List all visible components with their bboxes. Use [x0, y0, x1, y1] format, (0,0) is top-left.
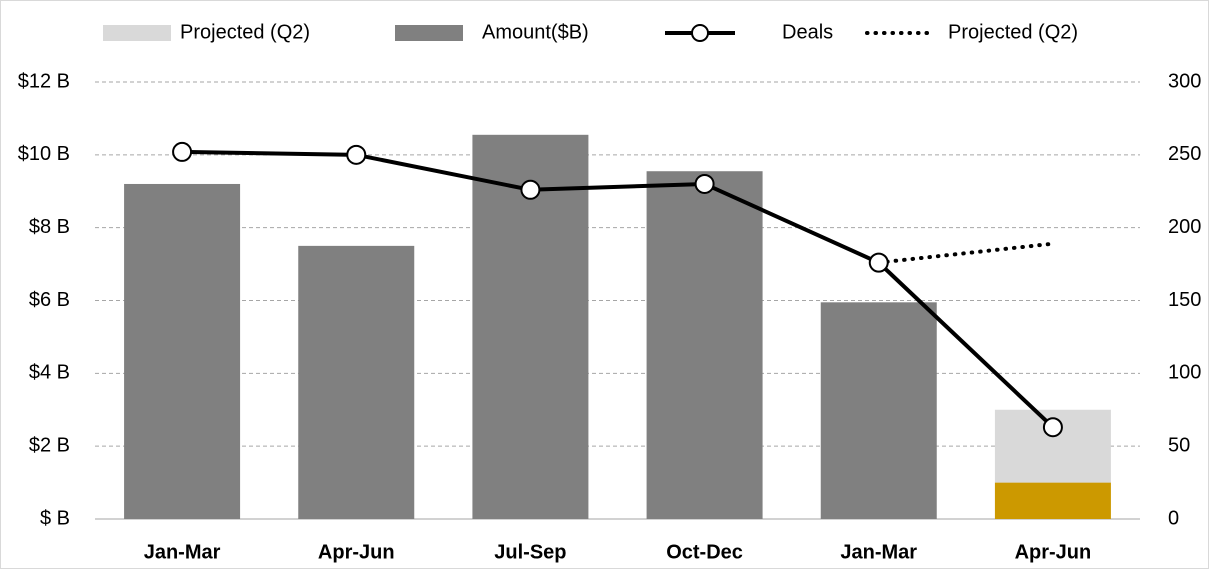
y-tick-label: $8 B [29, 216, 70, 238]
x-tick-label: Jul-Sep [494, 541, 566, 563]
legend-marker [691, 24, 709, 42]
legend-swatch [103, 25, 171, 41]
y-tick-label: $ B [40, 507, 70, 529]
x-tick-label: Jan-Mar [144, 541, 221, 563]
line-marker [346, 144, 367, 165]
y-tick-label: $6 B [29, 289, 70, 311]
bar [820, 302, 937, 519]
x-tick-label: Apr-Jun [1015, 541, 1092, 563]
y2-tick-label: 100 [1168, 362, 1201, 384]
legend-label: Deals [782, 21, 833, 43]
y2-tick-label: 50 [1168, 434, 1190, 456]
y2-tick-label: 200 [1168, 216, 1201, 238]
projected-line [876, 241, 1055, 265]
y2-tick-label: 250 [1168, 143, 1201, 165]
y2-tick-label: 0 [1168, 507, 1179, 529]
y-tick-label: $12 B [18, 70, 70, 92]
line-marker [868, 252, 889, 273]
bar [646, 171, 763, 520]
line-marker [172, 141, 193, 162]
x-tick-label: Oct-Dec [666, 541, 743, 563]
y2-tick-label: 300 [1168, 70, 1201, 92]
y-tick-label: $10 B [18, 143, 70, 165]
legend-label: Projected (Q2) [948, 21, 1078, 43]
line-marker [520, 179, 541, 200]
x-tick-label: Jan-Mar [840, 541, 917, 563]
legend-swatch [395, 25, 463, 41]
y-tick-label: $2 B [29, 434, 70, 456]
bar [298, 245, 415, 519]
y-tick-label: $4 B [29, 362, 70, 384]
legend-label: Projected (Q2) [180, 21, 310, 43]
bar [124, 183, 241, 519]
line-marker [1042, 417, 1063, 438]
bar [994, 482, 1111, 519]
x-tick-label: Apr-Jun [318, 541, 395, 563]
y2-tick-label: 150 [1168, 289, 1201, 311]
line [182, 149, 1055, 429]
line-marker [694, 173, 715, 194]
legend-label: Amount($B) [482, 21, 589, 43]
